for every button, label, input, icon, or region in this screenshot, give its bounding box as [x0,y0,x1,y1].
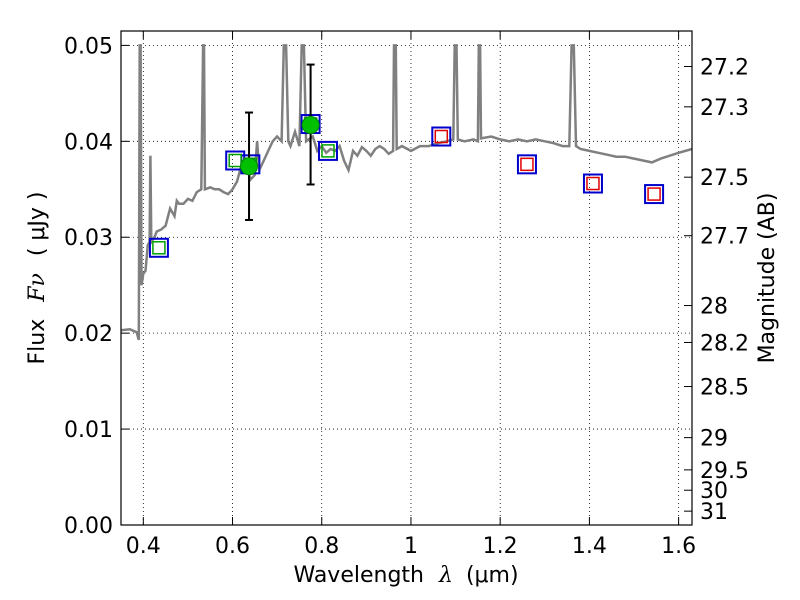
y-tick-label: 0.02 [64,322,113,347]
model-band-square [516,154,537,175]
x-axis-title: Wavelength λ (μm) [293,563,518,588]
x-tick-label: 0.6 [215,534,250,559]
y2-axis-title: Magnitude (AB) [755,193,780,364]
x-tick-label: 1.4 [572,534,607,559]
plot-frame [120,30,693,526]
synthetic-square-green [228,153,242,168]
x-tick-label: 0.4 [126,534,161,559]
y-axis-title: Flux Fν ( μJy ) [25,191,50,364]
y-tick-label: 0.03 [64,226,113,251]
y2-tick-label: 28 [700,295,728,320]
model-band-square [148,237,169,258]
synthetic-square-red [647,187,661,201]
data-markers [148,63,665,258]
y2-tick-label: 28.5 [700,376,749,401]
plot-area [121,31,692,525]
model-band-square [644,184,665,205]
y2-tick-label: 29 [700,427,728,452]
y2-tick-label: 27.5 [700,166,749,191]
y-tick-label: 0.05 [64,34,113,59]
synthetic-square-red [586,176,600,191]
tick-marks [121,31,692,526]
y-tick-label: 0.00 [64,514,113,539]
y2-tick-label: 31 [700,500,728,525]
synthetic-square-green [321,144,335,158]
synthetic-square-green [152,241,166,255]
y-tick-label: 0.04 [64,130,113,155]
y2-tick-label: 29.5 [700,459,749,484]
x-tick-label: 1 [404,534,418,559]
observed-point [301,116,320,135]
y2-tick-label: 27.7 [700,225,749,250]
synthetic-square-red [434,129,449,144]
y2-tick-label: 30 [700,479,728,504]
spectrum-line [120,44,693,341]
model-band-square [582,173,603,194]
x-tick-label: 1.6 [661,534,696,559]
y2-tick-label: 27.3 [700,96,749,121]
model-band-square [317,140,338,161]
observed-point [240,157,259,176]
y2-tick-label: 27.2 [700,55,749,80]
model-band-square [431,126,452,147]
tick-labels: 0.4 0.6 0.8 1 1.2 1.4 1.6 0.00 0.01 0.02 0.03 0.04 0… [64,34,749,559]
y2-tick-label: 28.2 [700,331,749,356]
y-tick-label: 0.01 [64,418,113,443]
synthetic-square-red [520,157,534,172]
x-tick-label: 1.2 [483,534,518,559]
x-tick-label: 0.8 [304,534,339,559]
